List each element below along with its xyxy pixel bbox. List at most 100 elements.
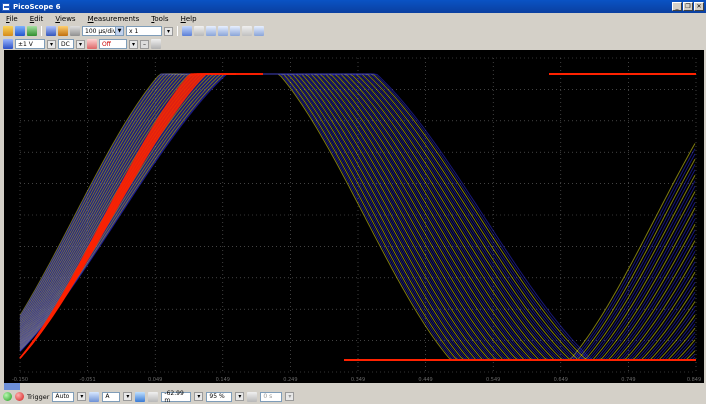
delay-value: 0 s: [263, 393, 273, 400]
menu-file[interactable]: File: [6, 15, 18, 23]
menu-bar: File Edit Views Measurements Tools Help: [0, 13, 706, 25]
persistence-trace: [19, 73, 696, 361]
menu-help[interactable]: Help: [180, 15, 197, 23]
menu-edit[interactable]: Edit: [29, 15, 44, 23]
main-toolbar: 100 µs/div ▼ x 1 ▾: [0, 25, 706, 37]
persistence-mode-icon[interactable]: [15, 26, 25, 36]
x-tick-label: 0.849: [687, 377, 701, 383]
persistence-trace: [19, 73, 696, 361]
channel-options-icon[interactable]: [46, 26, 56, 36]
persistence-trace: [19, 73, 696, 361]
persistence-trace: [19, 73, 696, 361]
persistence-trace: [19, 73, 695, 361]
persistence-trace: [19, 73, 696, 361]
pretrigger-value: 95 %: [209, 393, 225, 400]
menu-tools[interactable]: Tools: [151, 15, 169, 23]
persistence-trace: [19, 73, 695, 361]
menu-measurements[interactable]: Measurements: [87, 15, 140, 23]
zoom-box-icon[interactable]: [230, 26, 240, 36]
falling-edge-icon[interactable]: [148, 391, 159, 402]
persistence-trace: [19, 73, 696, 361]
channel-b-icon[interactable]: [87, 39, 97, 49]
x-tick-label: 0.049: [148, 377, 162, 383]
pretrigger-stepper[interactable]: ▾: [235, 392, 245, 401]
persistence-trace: [19, 73, 695, 361]
x-tick-label: 0.649: [554, 377, 568, 383]
persistence-trace: [19, 73, 696, 361]
hand-pan-icon[interactable]: [194, 26, 204, 36]
window-title: PicoScope 6: [13, 2, 61, 11]
trigger-channel-select[interactable]: A: [102, 391, 121, 402]
minimize-button[interactable]: _: [672, 2, 682, 11]
waveform-plot[interactable]: -0.150 -0.051 0.049 0.149 0.249 0.349 0.449 0.5…: [4, 50, 704, 383]
trigger-mode-dropdown[interactable]: ▾: [77, 392, 87, 401]
coupling-dropdown[interactable]: ▾: [76, 39, 85, 49]
coupling-select[interactable]: DC: [58, 39, 74, 49]
pointer-icon[interactable]: [182, 26, 192, 36]
persistence-trace: [19, 73, 695, 361]
close-button[interactable]: ✕: [694, 2, 704, 11]
spectrum-mode-icon[interactable]: [27, 26, 37, 36]
persistence-trace: [19, 73, 696, 361]
chevron-down-icon: ▼: [115, 27, 123, 35]
channel-b-dropdown[interactable]: ▾: [129, 39, 138, 49]
channel-b-value: Off: [102, 40, 111, 48]
persistence-trace: [19, 73, 696, 361]
zoom-stepper[interactable]: ▾: [164, 26, 173, 36]
stop-icon[interactable]: [15, 392, 24, 401]
range-dropdown[interactable]: ▾: [47, 39, 56, 49]
persistence-trace: [19, 73, 695, 361]
trigger-channel-dropdown[interactable]: ▾: [123, 392, 133, 401]
x-tick-label: -0.150: [12, 377, 28, 383]
trigger-level-value: -62.99 m: [164, 389, 184, 404]
delay-icon[interactable]: [247, 391, 258, 402]
zoom-select[interactable]: x 1: [126, 26, 162, 36]
persistence-trace: [19, 73, 696, 361]
ruler-handle[interactable]: [4, 383, 20, 390]
settings-icon[interactable]: [70, 26, 80, 36]
waveform-traces: [19, 73, 696, 361]
rising-edge-icon[interactable]: [135, 391, 146, 402]
persistence-trace: [19, 73, 696, 361]
ruler-icon[interactable]: [58, 26, 68, 36]
menu-views[interactable]: Views: [55, 15, 76, 23]
range-select[interactable]: ±1 V: [15, 39, 45, 49]
persistence-trace-hot: [19, 73, 263, 359]
pretrigger-field[interactable]: 95 %: [206, 391, 233, 402]
persistence-trace: [19, 73, 696, 361]
channel-b-range-select[interactable]: Off: [99, 39, 127, 49]
timebase-select[interactable]: 100 µs/div ▼: [82, 26, 124, 36]
channel-toolbar: ±1 V ▾ DC ▾ Off ▾ –: [0, 38, 706, 50]
title-bar: PicoScope 6 _ ❐ ✕: [0, 0, 706, 13]
persistence-trace: [19, 73, 696, 361]
zoom-fit-icon[interactable]: [254, 26, 264, 36]
trigger-level-field[interactable]: -62.99 m: [161, 389, 192, 404]
zoom-out-icon[interactable]: [218, 26, 228, 36]
persistence-trace: [19, 73, 696, 361]
delay-stepper[interactable]: ▾: [285, 392, 295, 401]
trigger-options-icon[interactable]: [89, 391, 100, 402]
toolbar-separator: [177, 26, 178, 36]
persistence-trace: [19, 73, 696, 361]
undo-zoom-icon[interactable]: [242, 26, 252, 36]
start-icon[interactable]: [3, 392, 12, 401]
persistence-trace: [19, 73, 696, 361]
persistence-trace: [19, 73, 695, 361]
trigger-level-stepper[interactable]: ▾: [194, 392, 204, 401]
persistence-trace: [19, 73, 696, 361]
probe-icon[interactable]: [151, 39, 161, 49]
x-tick-label: 0.549: [486, 377, 500, 383]
restore-button[interactable]: ❐: [683, 2, 693, 11]
app-icon: [2, 2, 10, 11]
channel-b-coupling[interactable]: –: [140, 39, 149, 49]
delay-field[interactable]: 0 s: [260, 391, 283, 402]
persistence-trace: [19, 73, 696, 361]
scope-mode-icon[interactable]: [3, 26, 13, 36]
trigger-mode-select[interactable]: Auto: [52, 391, 75, 402]
persistence-trace: [19, 73, 696, 361]
persistence-trace: [19, 73, 696, 361]
persistence-trace: [19, 73, 696, 361]
channel-a-icon[interactable]: [3, 39, 13, 49]
persistence-trace: [19, 73, 695, 361]
zoom-in-icon[interactable]: [206, 26, 216, 36]
